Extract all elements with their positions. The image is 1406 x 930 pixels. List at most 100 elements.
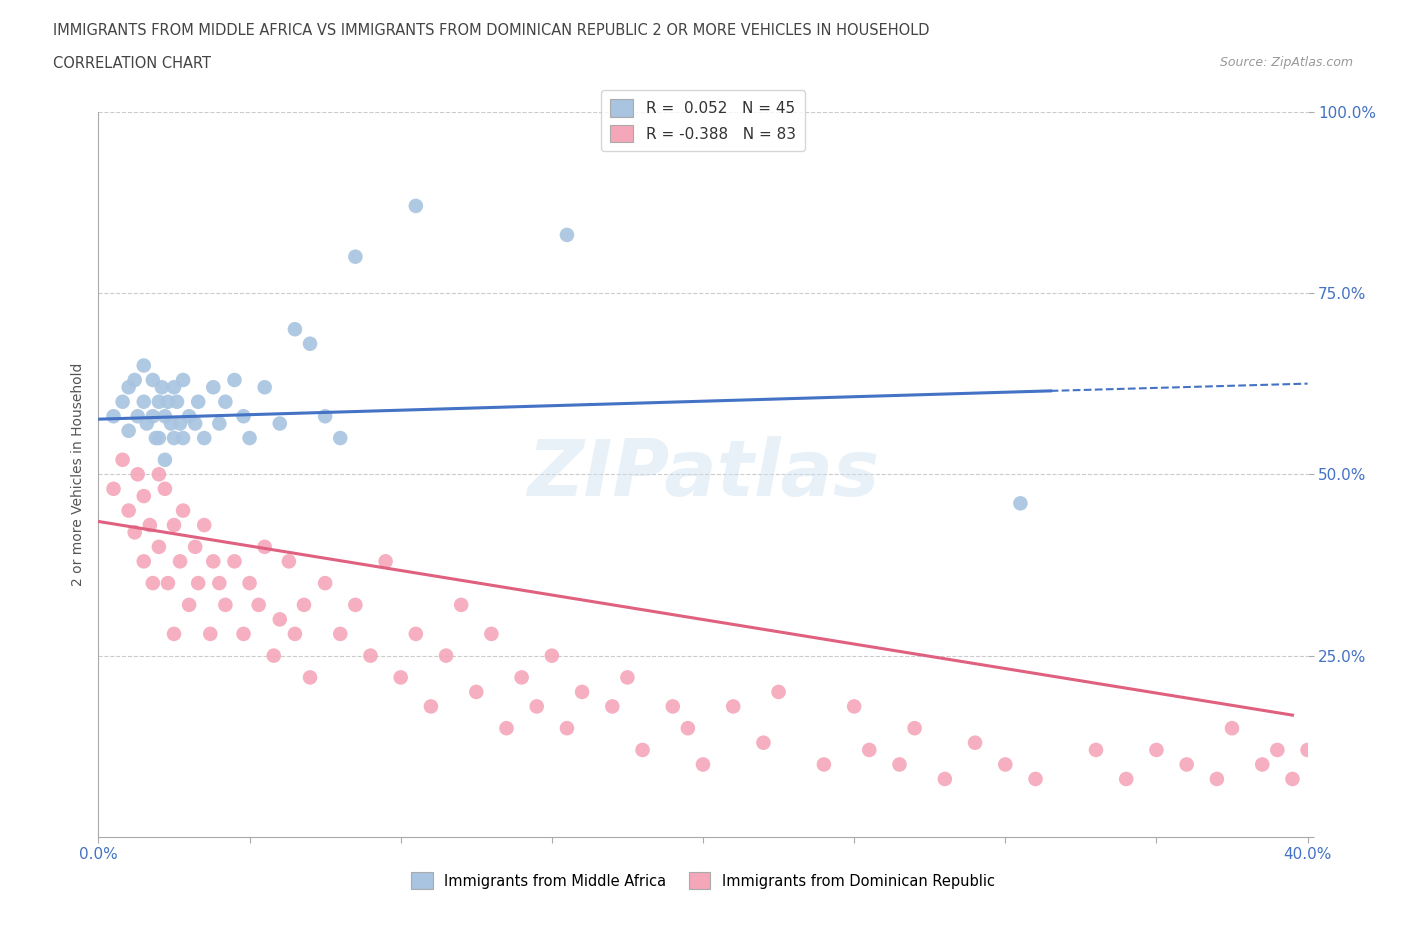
Y-axis label: 2 or more Vehicles in Household: 2 or more Vehicles in Household bbox=[70, 363, 84, 586]
Point bbox=[299, 670, 322, 684]
Point bbox=[169, 416, 191, 431]
Point bbox=[269, 612, 291, 627]
Point bbox=[163, 627, 186, 642]
Point bbox=[118, 379, 141, 394]
Point bbox=[232, 409, 254, 424]
Text: Source: ZipAtlas.com: Source: ZipAtlas.com bbox=[1219, 56, 1353, 69]
Point bbox=[172, 373, 194, 388]
Point bbox=[132, 554, 155, 569]
Point bbox=[239, 431, 262, 445]
Point bbox=[124, 525, 146, 539]
Point bbox=[1312, 757, 1334, 772]
Point bbox=[132, 358, 155, 373]
Point bbox=[1296, 742, 1319, 757]
Point bbox=[127, 409, 149, 424]
Point bbox=[405, 198, 427, 213]
Point bbox=[150, 379, 173, 394]
Point bbox=[139, 518, 162, 533]
Point bbox=[1010, 496, 1032, 511]
Point bbox=[253, 379, 276, 394]
Point bbox=[172, 503, 194, 518]
Point bbox=[1267, 742, 1289, 757]
Point bbox=[214, 597, 236, 612]
Point bbox=[661, 699, 683, 714]
Point bbox=[314, 576, 336, 591]
Point bbox=[224, 373, 246, 388]
Point bbox=[344, 597, 367, 612]
Point bbox=[602, 699, 624, 714]
Point bbox=[202, 554, 225, 569]
Point bbox=[465, 684, 488, 699]
Point bbox=[450, 597, 472, 612]
Point bbox=[142, 409, 165, 424]
Point bbox=[142, 576, 165, 591]
Point bbox=[1085, 742, 1108, 757]
Point bbox=[187, 394, 209, 409]
Point bbox=[163, 379, 186, 394]
Point bbox=[813, 757, 835, 772]
Point bbox=[555, 721, 578, 736]
Point bbox=[153, 482, 176, 497]
Point bbox=[160, 416, 183, 431]
Point bbox=[1175, 757, 1198, 772]
Point bbox=[389, 670, 412, 684]
Point bbox=[420, 699, 443, 714]
Point bbox=[344, 249, 367, 264]
Point bbox=[434, 648, 457, 663]
Point bbox=[374, 554, 396, 569]
Point bbox=[540, 648, 562, 663]
Point bbox=[1251, 757, 1274, 772]
Point bbox=[253, 539, 276, 554]
Point bbox=[124, 373, 146, 388]
Point bbox=[994, 757, 1017, 772]
Point bbox=[166, 394, 188, 409]
Point bbox=[208, 576, 231, 591]
Point bbox=[132, 394, 155, 409]
Point bbox=[676, 721, 699, 736]
Point bbox=[163, 518, 186, 533]
Point bbox=[329, 431, 352, 445]
Point bbox=[510, 670, 533, 684]
Point bbox=[111, 394, 134, 409]
Text: ZIPatlas: ZIPatlas bbox=[527, 436, 879, 512]
Point bbox=[360, 648, 382, 663]
Point bbox=[329, 627, 352, 642]
Point bbox=[208, 416, 231, 431]
Point bbox=[179, 597, 201, 612]
Point bbox=[148, 539, 170, 554]
Point bbox=[200, 627, 222, 642]
Point bbox=[169, 554, 191, 569]
Point bbox=[314, 409, 336, 424]
Point bbox=[179, 409, 201, 424]
Point bbox=[193, 518, 215, 533]
Point bbox=[156, 394, 179, 409]
Point bbox=[934, 772, 956, 787]
Point bbox=[163, 431, 186, 445]
Point bbox=[904, 721, 927, 736]
Point bbox=[495, 721, 517, 736]
Point bbox=[184, 539, 207, 554]
Point bbox=[526, 699, 548, 714]
Text: CORRELATION CHART: CORRELATION CHART bbox=[53, 56, 211, 71]
Point bbox=[844, 699, 866, 714]
Legend: Immigrants from Middle Africa, Immigrants from Dominican Republic: Immigrants from Middle Africa, Immigrant… bbox=[405, 867, 1001, 895]
Point bbox=[571, 684, 593, 699]
Point bbox=[239, 576, 262, 591]
Point bbox=[187, 576, 209, 591]
Point bbox=[299, 337, 322, 352]
Point bbox=[1281, 772, 1303, 787]
Point bbox=[132, 488, 155, 503]
Point bbox=[284, 322, 307, 337]
Point bbox=[111, 452, 134, 467]
Point bbox=[1115, 772, 1137, 787]
Point bbox=[631, 742, 654, 757]
Point bbox=[153, 452, 176, 467]
Point bbox=[148, 394, 170, 409]
Point bbox=[103, 482, 125, 497]
Point bbox=[148, 467, 170, 482]
Point bbox=[692, 757, 714, 772]
Point bbox=[269, 416, 291, 431]
Point bbox=[232, 627, 254, 642]
Point bbox=[118, 503, 141, 518]
Point bbox=[142, 373, 165, 388]
